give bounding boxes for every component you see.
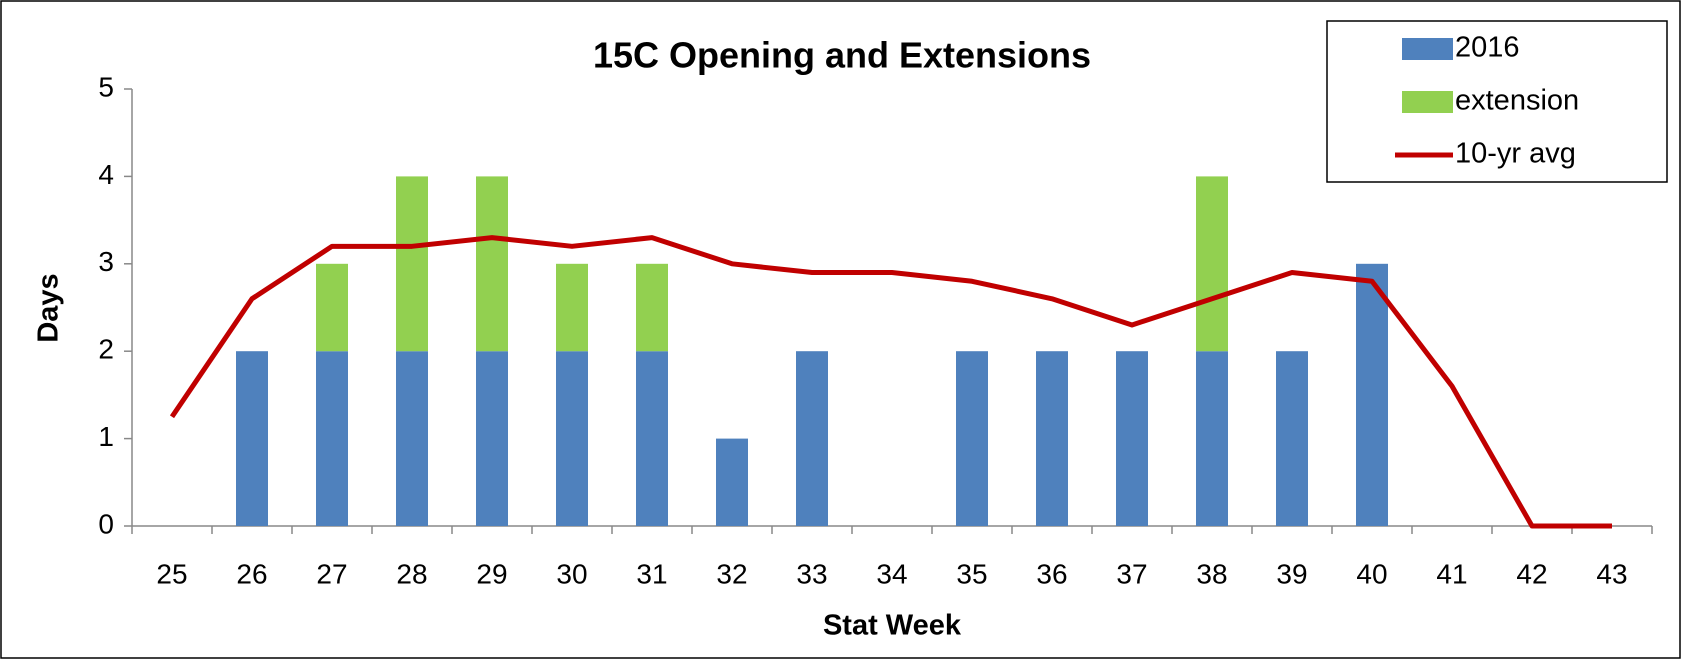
- y-tick-label: 4: [98, 159, 114, 190]
- x-tick-label: 41: [1436, 558, 1467, 589]
- y-tick-label: 0: [98, 508, 114, 539]
- x-tick-label: 43: [1596, 558, 1627, 589]
- bar: [1196, 176, 1228, 352]
- x-axis-label: Stat Week: [823, 610, 962, 642]
- bar: [716, 438, 748, 526]
- x-tick-label: 42: [1516, 558, 1547, 589]
- bar: [316, 351, 348, 526]
- legend-label: extension: [1455, 85, 1579, 117]
- bar: [316, 263, 348, 352]
- x-tick-label: 27: [316, 558, 347, 589]
- x-tick-label: 37: [1116, 558, 1147, 589]
- bar: [956, 351, 988, 526]
- bar: [556, 263, 588, 352]
- x-tick-label: 34: [876, 558, 907, 589]
- x-tick-label: 26: [236, 558, 267, 589]
- x-tick-label: 35: [956, 558, 987, 589]
- bar: [556, 351, 588, 526]
- bar: [636, 351, 668, 526]
- legend-box: [1326, 20, 1668, 183]
- bar: [236, 351, 268, 526]
- y-tick-label: 5: [98, 71, 114, 102]
- y-tick-label: 2: [98, 334, 114, 365]
- x-tick-label: 33: [796, 558, 827, 589]
- y-tick-label: 3: [98, 246, 114, 277]
- x-tick-label: 40: [1356, 558, 1387, 589]
- bar: [476, 176, 508, 352]
- x-tick-label: 25: [156, 558, 187, 589]
- y-axis-label: Days: [33, 273, 65, 342]
- legend-label: 10-yr avg: [1455, 138, 1576, 170]
- y-tick-label: 1: [98, 421, 114, 452]
- x-tick-label: 31: [636, 558, 667, 589]
- bar: [396, 351, 428, 526]
- x-tick-label: 28: [396, 558, 427, 589]
- chart-title: 15C Opening and Extensions: [593, 35, 1091, 76]
- legend-label: 2016: [1455, 32, 1520, 64]
- bar: [476, 351, 508, 526]
- x-tick-label: 30: [556, 558, 587, 589]
- bar: [1036, 351, 1068, 526]
- bar: [1356, 263, 1388, 526]
- x-tick-label: 39: [1276, 558, 1307, 589]
- bar: [796, 351, 828, 526]
- bar: [1116, 351, 1148, 526]
- legend-swatch: [1402, 38, 1453, 60]
- x-tick-label: 29: [476, 558, 507, 589]
- x-tick-label: 32: [716, 558, 747, 589]
- bar: [1276, 351, 1308, 526]
- bar: [396, 176, 428, 352]
- legend-swatch: [1402, 91, 1453, 113]
- x-tick-label: 38: [1196, 558, 1227, 589]
- x-tick-label: 36: [1036, 558, 1067, 589]
- bar: [636, 263, 668, 352]
- line: [169, 235, 1612, 529]
- bar: [1196, 351, 1228, 526]
